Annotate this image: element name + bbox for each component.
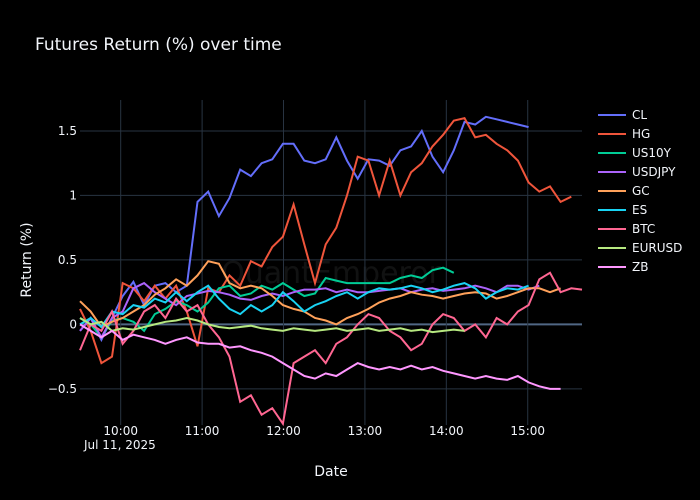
y-axis-title: Return (%) <box>19 222 35 297</box>
series-line-hg <box>79 116 572 365</box>
series-line-zb <box>79 323 561 390</box>
x-tick-label: 12:00 <box>266 424 301 438</box>
x-tick-label: 14:00 <box>429 424 464 438</box>
y-tick-label: −0.5 <box>48 382 77 396</box>
x-axis-ticks: 10:00 11:00 12:00 13:00 14:00 15:00 <box>103 424 545 438</box>
x-tick-label: 10:00 <box>103 424 138 438</box>
legend-label-btc: BTC <box>632 222 655 236</box>
legend-label-eurusd: EURUSD <box>632 241 682 255</box>
legend: CL HG US10Y USDJPY GC ES BTC EURUSD ZB <box>598 108 682 274</box>
legend-label-es: ES <box>632 203 647 217</box>
x-axis-date-label: Jul 11, 2025 <box>83 438 156 452</box>
series-line-us10y <box>79 266 455 339</box>
plot-area <box>80 100 582 425</box>
x-tick-label: 13:00 <box>348 424 383 438</box>
legend-label-us10y: US10Y <box>632 146 672 160</box>
gridlines <box>80 100 582 425</box>
legend-label-usdjpy: USDJPY <box>632 165 676 179</box>
y-tick-label: 1.5 <box>58 124 77 138</box>
chart-title: Futures Return (%) over time <box>35 35 282 55</box>
y-tick-label: 1 <box>69 188 77 202</box>
legend-label-hg: HG <box>632 127 650 141</box>
y-tick-label: 0 <box>69 317 77 331</box>
x-tick-label: 11:00 <box>185 424 220 438</box>
y-axis-ticks: −0.5 0 0.5 1 1.5 <box>48 124 77 396</box>
legend-label-cl: CL <box>632 108 647 122</box>
x-tick-label: 15:00 <box>510 424 545 438</box>
x-axis-title: Date <box>314 464 347 480</box>
series-line-es <box>79 282 529 329</box>
series-line-btc <box>79 271 583 427</box>
legend-label-gc: GC <box>632 184 650 198</box>
y-tick-label: 0.5 <box>58 253 77 267</box>
plot-background <box>80 100 582 425</box>
series-line-eurusd <box>79 316 465 334</box>
chart-watermark: QuantEmperor <box>221 256 441 291</box>
legend-label-zb: ZB <box>632 260 648 274</box>
series-lines <box>79 115 583 427</box>
